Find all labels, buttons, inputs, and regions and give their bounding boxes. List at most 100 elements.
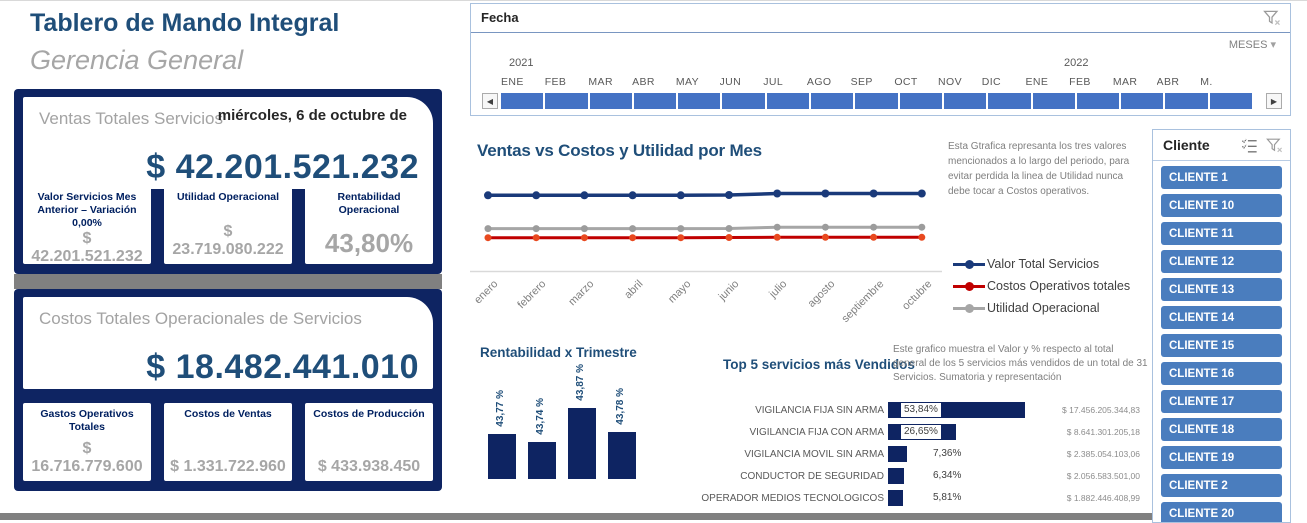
timeline-month-label: MAR: [1113, 76, 1157, 88]
timeline-scroll-right-button[interactable]: ▶: [1266, 93, 1282, 109]
data-point[interactable]: [774, 234, 781, 241]
cliente-filter-button[interactable]: CLIENTE 14: [1161, 306, 1282, 329]
data-point[interactable]: [629, 234, 636, 241]
cliente-filter-button[interactable]: CLIENTE 10: [1161, 194, 1282, 217]
data-point[interactable]: [581, 225, 588, 232]
data-point[interactable]: [725, 191, 733, 199]
timeline-selected-segment[interactable]: [1165, 93, 1207, 109]
timeline-selected-segment[interactable]: [900, 93, 942, 109]
data-point[interactable]: [677, 191, 685, 199]
data-point[interactable]: [485, 225, 492, 232]
data-point[interactable]: [532, 191, 540, 199]
x-axis-label: febrero: [516, 278, 549, 311]
data-point[interactable]: [580, 191, 588, 199]
top5-bar[interactable]: [888, 490, 903, 506]
data-point[interactable]: [822, 224, 829, 231]
series-line-0: [488, 194, 922, 196]
data-point[interactable]: [870, 190, 878, 198]
cliente-filter-button[interactable]: CLIENTE 2: [1161, 474, 1282, 497]
data-point[interactable]: [533, 225, 540, 232]
timeline-selected-segment[interactable]: [1077, 93, 1119, 109]
timeline-selected-segment[interactable]: [988, 93, 1030, 109]
data-point[interactable]: [918, 190, 926, 198]
cliente-filter-button[interactable]: CLIENTE 1: [1161, 166, 1282, 189]
timeline-selected-segment[interactable]: [545, 93, 587, 109]
ventas-totales-panel: Ventas Totales Servicios miércoles, 6 de…: [14, 89, 442, 274]
data-point[interactable]: [533, 234, 540, 241]
legend-item-2[interactable]: Utilidad Operacional: [953, 297, 1130, 319]
timeline-selected-segment[interactable]: [1210, 93, 1252, 109]
costos-label: Costos Totales Operacionales de Servicio…: [39, 309, 362, 329]
data-point[interactable]: [485, 234, 492, 241]
kpi-card-costos-produccion: Costos de Producción $ 433.938.450: [305, 403, 433, 481]
kpi-value: $ 23.719.080.222: [167, 223, 289, 259]
cliente-filter-button[interactable]: CLIENTE 17: [1161, 390, 1282, 413]
data-point[interactable]: [629, 225, 636, 232]
timeline-month-label: ABR: [632, 76, 676, 88]
data-point[interactable]: [870, 234, 877, 241]
timeline-selected-segment[interactable]: [678, 93, 720, 109]
data-point[interactable]: [726, 234, 733, 241]
x-axis-label: junio: [717, 278, 742, 303]
category-label: OPERADOR MEDIOS TECNOLOGICOS: [700, 493, 888, 504]
data-point[interactable]: [677, 234, 684, 241]
rentabilidad-bar[interactable]: [608, 432, 636, 479]
timeline-month-label: NOV: [938, 76, 982, 88]
page-title: Tablero de Mando Integral: [30, 9, 339, 38]
clear-filter-icon[interactable]: [1262, 8, 1282, 28]
data-point[interactable]: [581, 234, 588, 241]
currency-value: $ 2.385.054.103,06: [1067, 449, 1140, 459]
granularity-dropdown[interactable]: MESES ▾: [1229, 38, 1276, 51]
data-point[interactable]: [821, 190, 829, 198]
cliente-filter-button[interactable]: CLIENTE 11: [1161, 222, 1282, 245]
multi-select-icon[interactable]: [1240, 136, 1259, 160]
data-point[interactable]: [773, 190, 781, 198]
cliente-header-divider: [1153, 160, 1290, 161]
data-point[interactable]: [870, 224, 877, 231]
cliente-filter-button[interactable]: CLIENTE 20: [1161, 502, 1282, 523]
cliente-filter-button[interactable]: CLIENTE 19: [1161, 446, 1282, 469]
timeline-scroll-left-button[interactable]: ◀: [482, 93, 498, 109]
timeline-selected-segment[interactable]: [590, 93, 632, 109]
timeline-selected-segment[interactable]: [1121, 93, 1163, 109]
currency-value: $ 1.882.446.408,99: [1067, 493, 1140, 503]
timeline-selected-segment[interactable]: [944, 93, 986, 109]
rentabilidad-bar[interactable]: [528, 442, 556, 479]
rentabilidad-bar[interactable]: [488, 434, 516, 479]
timeline-selected-segment[interactable]: [855, 93, 897, 109]
timeline-selected-segment[interactable]: [722, 93, 764, 109]
top5-bar[interactable]: [888, 446, 907, 462]
cliente-filter-button[interactable]: CLIENTE 18: [1161, 418, 1282, 441]
cliente-filter-button[interactable]: CLIENTE 16: [1161, 362, 1282, 385]
timeline-selected-segment[interactable]: [811, 93, 853, 109]
data-point[interactable]: [726, 225, 733, 232]
kpi-card-rentabilidad-operacional: Rentabilidad Operacional 43,80%: [305, 186, 433, 264]
fecha-slicer-title: Fecha: [481, 10, 519, 25]
data-point[interactable]: [484, 191, 492, 199]
clear-filter-icon[interactable]: [1265, 136, 1284, 160]
cliente-filter-button[interactable]: CLIENTE 12: [1161, 250, 1282, 273]
legend-item-1[interactable]: Costos Operativos totales: [953, 275, 1130, 297]
data-point[interactable]: [918, 234, 925, 241]
x-axis-label: mayo: [666, 278, 694, 306]
data-point[interactable]: [677, 225, 684, 232]
timeline-selected-segment[interactable]: [1033, 93, 1075, 109]
rentabilidad-bar[interactable]: [568, 408, 596, 479]
cliente-filter-button[interactable]: CLIENTE 13: [1161, 278, 1282, 301]
timeline-selected-segment[interactable]: [767, 93, 809, 109]
data-point[interactable]: [918, 224, 925, 231]
cliente-filter-button[interactable]: CLIENTE 15: [1161, 334, 1282, 357]
data-point[interactable]: [774, 224, 781, 231]
data-point[interactable]: [822, 234, 829, 241]
timeline-selected-segment[interactable]: [634, 93, 676, 109]
top5-bar[interactable]: [888, 468, 904, 484]
legend-item-0[interactable]: Valor Total Servicios: [953, 253, 1130, 275]
timeline-selected-segment[interactable]: [501, 93, 543, 109]
timeline-month-label: FEB: [545, 76, 589, 88]
data-point[interactable]: [629, 191, 637, 199]
legend-label: Costos Operativos totales: [987, 279, 1130, 293]
